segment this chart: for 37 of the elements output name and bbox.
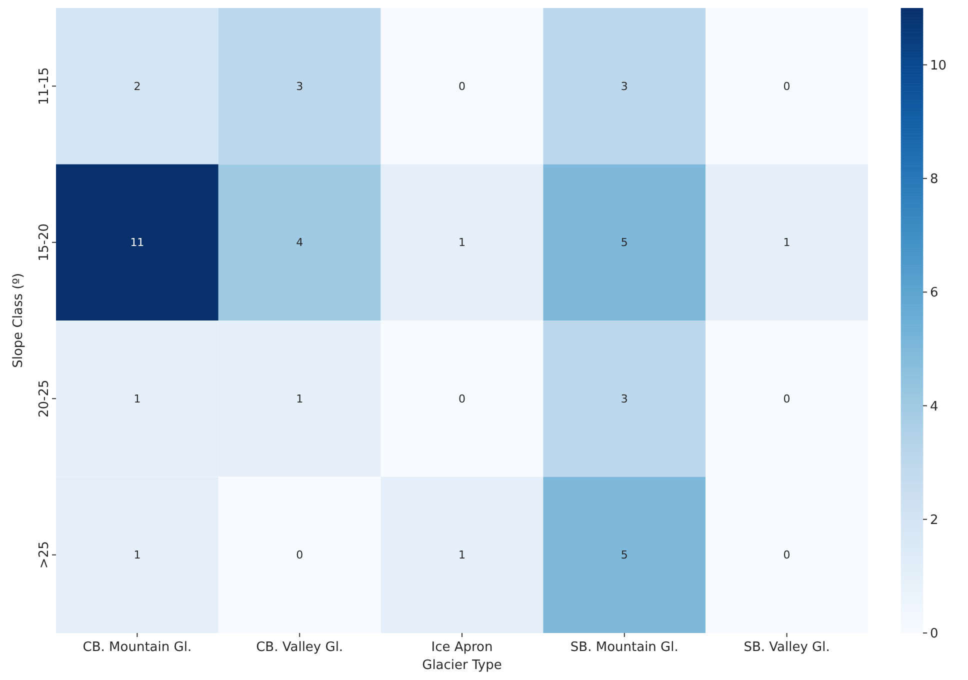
- x-tick-label: CB. Valley Gl.: [256, 640, 344, 655]
- data-label: 2: [134, 80, 141, 93]
- data-label: 0: [458, 80, 466, 93]
- y-tick-label: 20-25: [37, 380, 52, 418]
- color-bar-label: 4: [930, 399, 938, 414]
- data-label: 11: [130, 236, 144, 250]
- data-label: 5: [620, 548, 628, 562]
- data-label: 0: [783, 548, 790, 562]
- x-tick-label: SB. Mountain Gl.: [570, 640, 678, 655]
- data-label: 0: [783, 392, 790, 406]
- data-label: 3: [620, 392, 628, 406]
- data-label: 1: [783, 236, 790, 250]
- color-bar-label: 0: [930, 626, 938, 642]
- data-label: 1: [134, 392, 141, 406]
- data-label: 3: [620, 80, 628, 93]
- data-label: 0: [296, 548, 304, 562]
- y-axis-title: Slope Class (º): [11, 273, 26, 368]
- x-tick-label: SB. Valley Gl.: [744, 640, 830, 655]
- data-label: 1: [134, 548, 141, 562]
- y-tick-label: 15-20: [37, 223, 52, 262]
- x-tick-label: Ice Apron: [431, 640, 493, 655]
- x-tick-label: CB. Mountain Gl.: [82, 640, 192, 655]
- data-label: 0: [783, 80, 790, 93]
- data-label: 1: [458, 236, 466, 250]
- data-label: 5: [620, 236, 628, 250]
- y-tick-label: 11-15: [37, 67, 52, 106]
- data-label: 1: [296, 392, 304, 406]
- y-tick-label: >25: [37, 541, 52, 569]
- data-label: 0: [458, 392, 466, 406]
- color-bar-label: 2: [930, 512, 938, 528]
- color-bar-label: 8: [930, 172, 938, 188]
- color-bar-label: 6: [930, 286, 938, 301]
- data-label: 3: [296, 80, 304, 93]
- data-label: 1: [458, 548, 466, 562]
- data-label: 4: [296, 236, 304, 250]
- x-axis-title: Glacier Type: [422, 658, 502, 673]
- color-bar-label: 10: [930, 58, 947, 74]
